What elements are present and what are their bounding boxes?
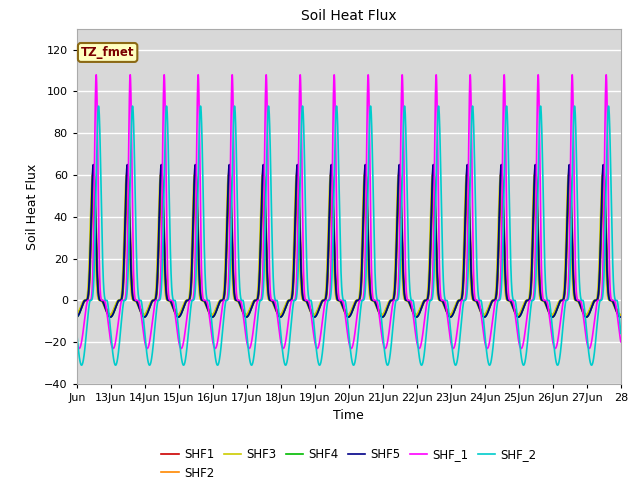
SHF5 (270, 301, 278, 307)
SHF1 (100, 300, 108, 306)
SHF1 (90, 168, 98, 174)
SHF1 (506, 298, 513, 303)
SHF_2 (476, 298, 484, 303)
SHF5 (617, 314, 625, 320)
SHF5 (395, 165, 403, 170)
SHF_1 (617, 339, 625, 345)
SHF_2 (73, 331, 81, 336)
SHF_2 (419, 361, 426, 367)
SHF2 (617, 312, 625, 318)
SHF2 (100, 302, 108, 308)
SHF4 (395, 175, 403, 180)
SHF_1 (73, 339, 81, 345)
SHF_1 (419, 333, 426, 339)
SHF3 (395, 173, 403, 179)
SHF3 (506, 298, 513, 303)
SHF4 (476, 307, 484, 313)
SHF5 (419, 302, 426, 308)
Y-axis label: Soil Heat Flux: Soil Heat Flux (26, 163, 38, 250)
SHF5 (506, 298, 513, 303)
SHF4 (90, 168, 97, 174)
SHF4 (73, 314, 81, 320)
SHF_1 (476, 304, 484, 310)
SHF2 (616, 312, 624, 318)
SHF5 (476, 308, 484, 314)
Legend: SHF1, SHF2, SHF3, SHF4, SHF5, SHF_1, SHF_2: SHF1, SHF2, SHF3, SHF4, SHF5, SHF_1, SHF… (157, 443, 541, 480)
SHF4 (616, 314, 624, 320)
X-axis label: Time: Time (333, 408, 364, 421)
SHF1 (73, 312, 81, 318)
Line: SHF1: SHF1 (77, 171, 621, 315)
SHF3 (270, 303, 278, 309)
SHF1 (270, 300, 278, 305)
SHF_2 (506, 193, 513, 199)
SHF1 (395, 182, 403, 188)
SHF2 (90, 168, 97, 174)
Line: SHF4: SHF4 (77, 171, 621, 317)
SHF3 (73, 312, 81, 317)
SHF_1 (506, 296, 513, 302)
SHF5 (344, 314, 352, 320)
SHF_2 (77, 362, 85, 368)
Title: Soil Heat Flux: Soil Heat Flux (301, 10, 397, 24)
SHF3 (88, 172, 96, 178)
SHF1 (476, 305, 484, 311)
SHF_1 (100, 298, 108, 303)
SHF4 (270, 301, 278, 307)
SHF2 (476, 307, 484, 312)
Text: TZ_fmet: TZ_fmet (81, 46, 134, 59)
SHF3 (617, 312, 625, 317)
SHF2 (73, 312, 81, 318)
SHF3 (476, 309, 484, 314)
Line: SHF3: SHF3 (77, 175, 621, 315)
SHF3 (419, 300, 426, 305)
SHF4 (506, 298, 513, 303)
Line: SHF_1: SHF_1 (77, 75, 621, 348)
SHF5 (100, 302, 108, 308)
Line: SHF_2: SHF_2 (77, 106, 621, 365)
SHF_1 (76, 346, 83, 351)
SHF4 (100, 302, 108, 308)
SHF2 (270, 301, 278, 307)
SHF_1 (602, 72, 610, 78)
SHF2 (419, 301, 426, 307)
SHF_1 (395, 271, 403, 277)
SHF4 (617, 314, 625, 320)
SHF3 (616, 312, 623, 318)
SHF_2 (270, 287, 278, 292)
SHF2 (395, 170, 403, 176)
SHF_2 (605, 103, 612, 109)
SHF5 (362, 162, 369, 168)
SHF_2 (617, 331, 625, 336)
Line: SHF2: SHF2 (77, 171, 621, 315)
SHF_2 (100, 291, 108, 297)
SHF_2 (395, 293, 403, 299)
Line: SHF5: SHF5 (77, 165, 621, 317)
SHF2 (506, 298, 513, 303)
SHF1 (617, 312, 625, 318)
SHF5 (73, 314, 81, 320)
SHF3 (100, 304, 108, 310)
SHF4 (419, 302, 426, 308)
SHF1 (419, 303, 426, 309)
SHF_1 (270, 298, 278, 303)
